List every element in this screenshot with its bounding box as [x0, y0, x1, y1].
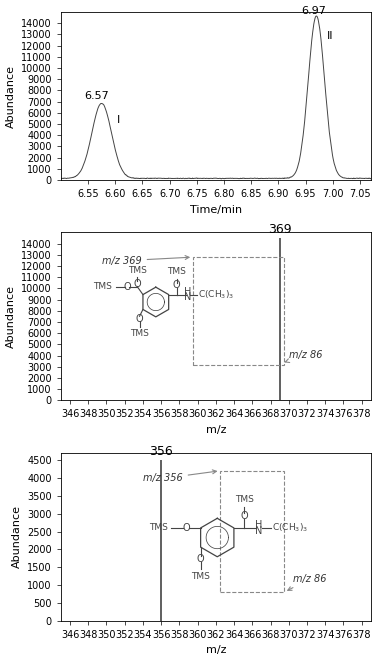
Y-axis label: Abundance: Abundance — [6, 285, 15, 348]
X-axis label: m/z: m/z — [205, 645, 226, 656]
Text: I: I — [117, 115, 120, 125]
Text: 356: 356 — [149, 445, 173, 458]
Bar — [221, 471, 284, 592]
X-axis label: Time/min: Time/min — [190, 205, 242, 215]
Text: 6.57: 6.57 — [84, 91, 109, 101]
Text: m/z 86: m/z 86 — [288, 574, 327, 590]
Text: m/z 86: m/z 86 — [285, 350, 322, 362]
Y-axis label: Abundance: Abundance — [12, 506, 21, 568]
Bar — [193, 257, 284, 365]
Text: m/z 356: m/z 356 — [143, 470, 216, 483]
Text: 6.97: 6.97 — [301, 6, 326, 16]
Text: II: II — [327, 31, 334, 41]
Y-axis label: Abundance: Abundance — [6, 65, 15, 128]
Text: 369: 369 — [268, 223, 291, 237]
X-axis label: m/z: m/z — [205, 425, 226, 435]
Text: m/z 369: m/z 369 — [102, 256, 189, 266]
